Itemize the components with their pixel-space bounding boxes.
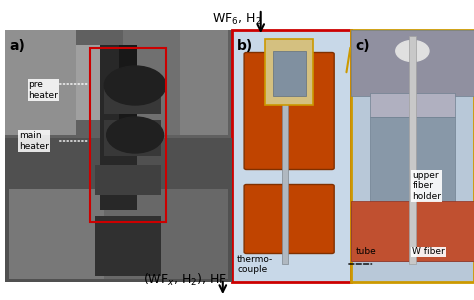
Text: WF$_6$, H$_2$: WF$_6$, H$_2$ bbox=[212, 12, 262, 27]
Text: upper
fiber
holder: upper fiber holder bbox=[412, 171, 441, 201]
Bar bbox=[370, 117, 455, 207]
Bar bbox=[5, 30, 237, 282]
Text: a): a) bbox=[9, 39, 25, 53]
Bar bbox=[351, 207, 474, 261]
Text: (WF$_x$, H$_2$), HF: (WF$_x$, H$_2$), HF bbox=[143, 272, 227, 288]
Bar bbox=[95, 165, 161, 195]
Text: W fiber: W fiber bbox=[412, 248, 445, 256]
Bar bbox=[104, 120, 161, 156]
Bar bbox=[90, 48, 166, 222]
Bar bbox=[9, 189, 104, 279]
Bar bbox=[282, 42, 288, 264]
Bar bbox=[351, 30, 474, 96]
Bar bbox=[5, 138, 232, 282]
Bar bbox=[100, 45, 137, 210]
Bar bbox=[370, 93, 455, 117]
Bar bbox=[123, 30, 180, 135]
Circle shape bbox=[107, 117, 164, 153]
Text: c): c) bbox=[356, 39, 370, 53]
Bar bbox=[273, 51, 306, 96]
Bar bbox=[104, 84, 161, 114]
Circle shape bbox=[396, 40, 429, 61]
Bar bbox=[180, 30, 228, 135]
Bar bbox=[5, 30, 76, 135]
Bar bbox=[118, 45, 137, 135]
Bar bbox=[351, 201, 474, 261]
Circle shape bbox=[104, 66, 166, 105]
Text: b): b) bbox=[237, 39, 253, 53]
Text: thermo-
couple: thermo- couple bbox=[237, 255, 273, 274]
Bar bbox=[232, 30, 351, 282]
Text: pre
heater: pre heater bbox=[28, 80, 58, 100]
FancyBboxPatch shape bbox=[244, 184, 334, 254]
Bar bbox=[76, 45, 123, 120]
Bar bbox=[104, 189, 228, 279]
FancyBboxPatch shape bbox=[244, 52, 334, 170]
Text: main
heater: main heater bbox=[19, 131, 49, 151]
Text: tube: tube bbox=[356, 248, 376, 256]
Bar bbox=[409, 36, 416, 264]
Bar bbox=[265, 39, 313, 105]
Bar bbox=[351, 30, 474, 282]
Bar bbox=[95, 216, 161, 276]
